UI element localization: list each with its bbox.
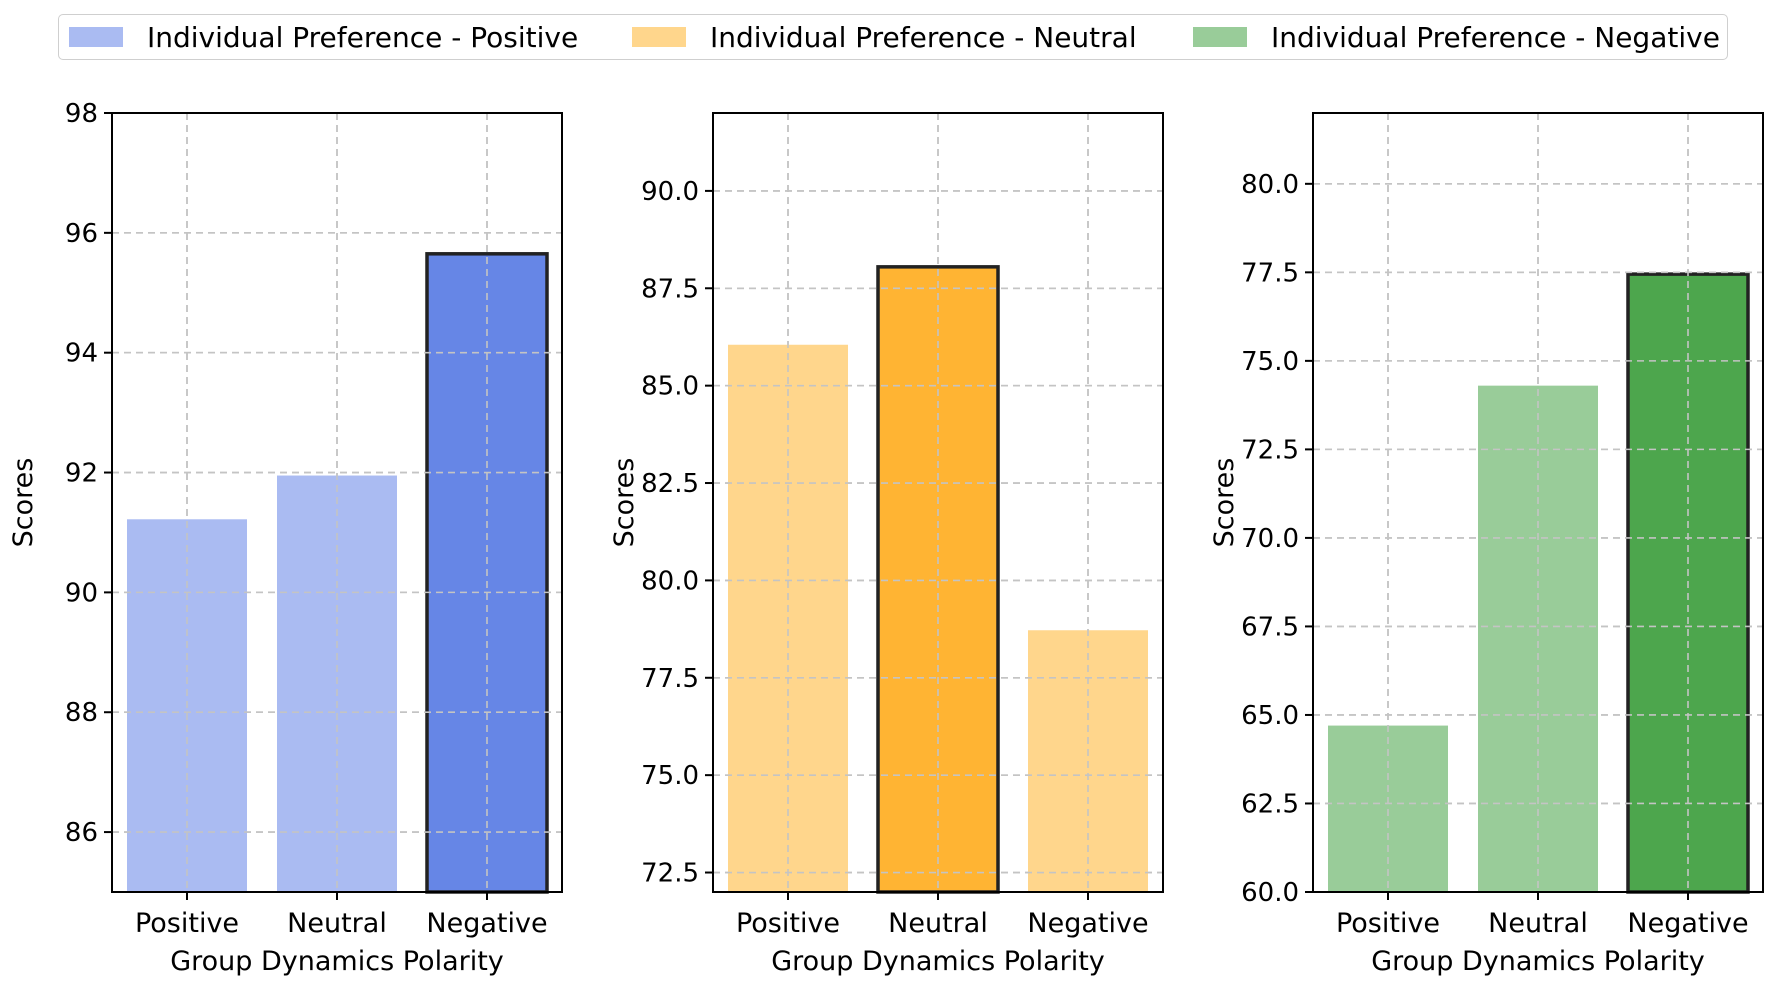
legend-item-neutral: Individual Preference - Neutral: [632, 15, 1137, 59]
ytick-label-6: 72.5: [1241, 435, 1299, 465]
ytick-label-7: 75.0: [1241, 347, 1299, 377]
ytick-label-4: 92: [65, 459, 98, 489]
x-axis-label: Group Dynamics Polarity: [1371, 946, 1705, 977]
ytick-label-5: 70.0: [1241, 524, 1299, 554]
legend-label-positive: Individual Preference - Positive: [147, 20, 579, 54]
ytick-label-1: 86: [65, 818, 98, 848]
bar-neutral: [1478, 385, 1598, 892]
legend-item-negative: Individual Preference - Negative: [1193, 15, 1720, 59]
chart-panel-2: 72.5 75.0 77.5 80.0 82.5 85.0 87.5 90.0 Positive…: [609, 112, 1164, 977]
ytick-label-3: 77.5: [641, 664, 699, 694]
ytick-label-3: 65.0: [1241, 701, 1299, 731]
ytick-label-1: 60.0: [1241, 878, 1299, 908]
legend-item-positive: Individual Preference - Positive: [69, 15, 578, 59]
ytick-label-4: 67.5: [1241, 612, 1299, 642]
ytick-label-2: 75.0: [641, 761, 699, 791]
chart-panel-3: 60.0 62.5 65.0 67.5 70.0 72.5 75.0 77.5 80.0 Posi…: [1209, 112, 1764, 977]
ytick-label-5: 82.5: [641, 469, 699, 499]
xtick-label-neutral: Neutral: [1488, 908, 1588, 939]
y-axis-label: Scores: [1209, 458, 1240, 548]
legend-swatch-negative: [1193, 27, 1247, 47]
legend-label-neutral: Individual Preference - Neutral: [710, 20, 1137, 54]
xtick-label-positive: Positive: [736, 908, 840, 939]
xtick-label-negative: Negative: [426, 908, 547, 939]
xtick-label-positive: Positive: [135, 908, 239, 939]
ytick-label-2: 62.5: [1241, 789, 1299, 819]
ytick-label-6: 85.0: [641, 372, 699, 402]
xtick-label-neutral: Neutral: [888, 908, 988, 939]
ytick-label-5: 94: [65, 339, 98, 369]
xtick-label-neutral: Neutral: [287, 908, 387, 939]
legend-swatch-neutral: [632, 27, 686, 47]
y-axis-label: Scores: [609, 458, 640, 548]
xtick-label-negative: Negative: [1027, 908, 1148, 939]
y-axis-label: Scores: [8, 458, 39, 548]
ytick-label-7: 98: [65, 99, 98, 129]
ytick-label-6: 96: [65, 219, 98, 249]
ytick-label-9: 80.0: [1241, 170, 1299, 200]
xtick-label-negative: Negative: [1627, 908, 1748, 939]
legend-swatch-positive: [69, 27, 123, 47]
xtick-label-positive: Positive: [1336, 908, 1440, 939]
x-axis-label: Group Dynamics Polarity: [170, 946, 504, 977]
chart-panel-1: 86 88 90 92 94 96 98 Positive Neutral Negative Gro…: [8, 99, 563, 977]
x-axis-label: Group Dynamics Polarity: [771, 946, 1105, 977]
ytick-label-4: 80.0: [641, 566, 699, 596]
ytick-label-7: 87.5: [641, 274, 699, 304]
legend-label-negative: Individual Preference - Negative: [1271, 20, 1720, 54]
legend: Individual Preference - Positive Individ…: [58, 14, 1728, 60]
ytick-label-1: 72.5: [641, 859, 699, 889]
ytick-label-8: 90.0: [641, 177, 699, 207]
ytick-label-3: 90: [65, 578, 98, 608]
ytick-label-8: 77.5: [1241, 258, 1299, 288]
ytick-label-2: 88: [65, 698, 98, 728]
